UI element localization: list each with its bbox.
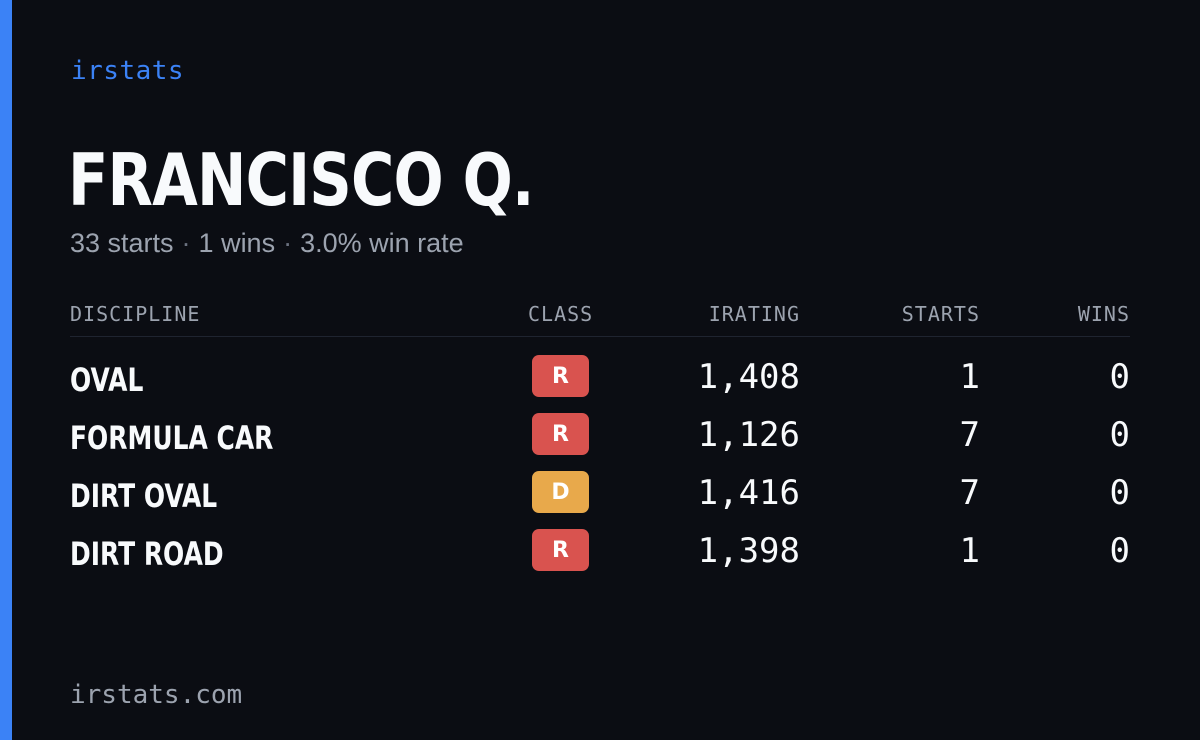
discipline-name: FORMULA CAR	[70, 419, 274, 457]
header-irating: IRATING	[708, 302, 800, 326]
irating-value: 1,126	[697, 415, 800, 455]
driver-summary: 33 starts · 1 wins · 3.0% win rate	[70, 228, 464, 259]
wins-value: 0	[1109, 473, 1130, 513]
class-badge: R	[532, 413, 589, 455]
header-starts: STARTS	[901, 302, 980, 326]
accent-bar	[0, 0, 12, 740]
irating-value: 1,408	[697, 357, 800, 397]
class-badge: R	[532, 529, 589, 571]
table-row: DIRT ROAD R 1,398 1 0	[70, 527, 1130, 585]
class-badge: D	[532, 471, 589, 513]
irating-value: 1,398	[697, 531, 800, 571]
discipline-name: OVAL	[70, 361, 144, 399]
wins-value: 0	[1109, 415, 1130, 455]
stats-table: DISCIPLINE CLASS IRATING STARTS WINS OVA…	[70, 296, 1130, 585]
table-row: DIRT OVAL D 1,416 7 0	[70, 469, 1130, 527]
summary-separator: ·	[283, 228, 293, 258]
summary-wins: 1 wins	[198, 228, 276, 258]
starts-value: 7	[959, 473, 980, 513]
table-body: OVAL R 1,408 1 0 FORMULA CAR R 1,126 7 0…	[70, 353, 1130, 585]
starts-value: 1	[959, 531, 980, 571]
irating-value: 1,416	[697, 473, 800, 513]
header-wins: WINS	[1077, 302, 1130, 326]
summary-win-rate: 3.0% win rate	[300, 228, 464, 258]
starts-value: 7	[959, 415, 980, 455]
header-discipline: DISCIPLINE	[70, 302, 201, 326]
driver-name: FRANCISCO Q.	[68, 138, 534, 222]
summary-starts: 33 starts	[70, 228, 174, 258]
brand-logo: irstats	[71, 56, 185, 86]
table-header: DISCIPLINE CLASS IRATING STARTS WINS	[70, 296, 1130, 337]
wins-value: 0	[1109, 531, 1130, 571]
header-class: CLASS	[528, 302, 594, 326]
discipline-name: DIRT ROAD	[70, 535, 224, 573]
footer-url: irstats.com	[70, 680, 243, 710]
table-row: FORMULA CAR R 1,126 7 0	[70, 411, 1130, 469]
summary-separator: ·	[181, 228, 191, 258]
class-badge: R	[532, 355, 589, 397]
table-row: OVAL R 1,408 1 0	[70, 353, 1130, 411]
starts-value: 1	[959, 357, 980, 397]
discipline-name: DIRT OVAL	[70, 477, 218, 515]
wins-value: 0	[1109, 357, 1130, 397]
